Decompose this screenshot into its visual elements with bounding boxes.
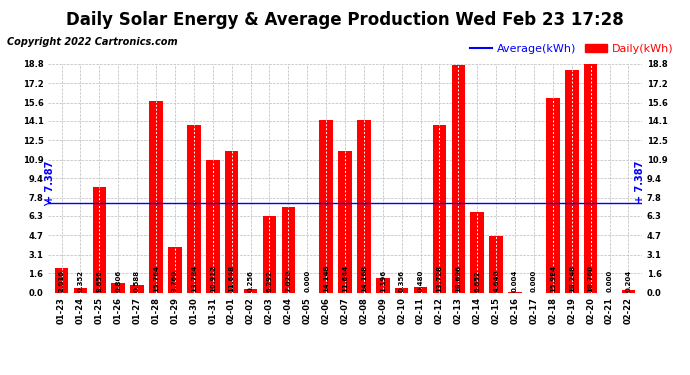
Bar	[319, 120, 333, 292]
Text: 0.352: 0.352	[77, 270, 83, 292]
Bar	[584, 64, 598, 292]
Text: 0.806: 0.806	[115, 270, 121, 292]
Text: Daily Solar Energy & Average Production Wed Feb 23 17:28: Daily Solar Energy & Average Production …	[66, 11, 624, 29]
Text: 0.256: 0.256	[248, 270, 253, 292]
Text: 7.020: 7.020	[285, 270, 291, 292]
Text: 8.656: 8.656	[97, 270, 102, 292]
Text: 0.004: 0.004	[512, 270, 518, 292]
Text: 10.912: 10.912	[210, 265, 216, 292]
Text: 0.204: 0.204	[625, 270, 631, 292]
Bar	[187, 125, 201, 292]
Text: 14.148: 14.148	[323, 264, 329, 292]
Bar	[206, 160, 219, 292]
Bar	[433, 126, 446, 292]
Text: 1.196: 1.196	[380, 270, 386, 292]
Text: 0.000: 0.000	[531, 270, 537, 292]
Bar	[130, 285, 144, 292]
Text: + 7.387: + 7.387	[635, 160, 645, 202]
Text: 13.784: 13.784	[191, 265, 197, 292]
Text: 11.644: 11.644	[342, 265, 348, 292]
Bar	[395, 288, 408, 292]
Bar	[546, 98, 560, 292]
Bar	[414, 286, 427, 292]
Bar	[149, 101, 163, 292]
Bar	[55, 268, 68, 292]
Bar	[282, 207, 295, 292]
Text: 18.248: 18.248	[569, 265, 575, 292]
Text: 6.652: 6.652	[474, 270, 480, 292]
Text: 0.000: 0.000	[304, 270, 310, 292]
Bar	[357, 120, 371, 292]
Bar	[74, 288, 87, 292]
Text: 14.168: 14.168	[361, 265, 367, 292]
Text: 0.480: 0.480	[417, 270, 424, 292]
Bar	[168, 247, 181, 292]
Text: 15.984: 15.984	[550, 265, 556, 292]
Bar	[92, 187, 106, 292]
Bar	[338, 151, 352, 292]
Text: 0.356: 0.356	[399, 270, 405, 292]
Bar	[225, 151, 239, 292]
Text: 11.648: 11.648	[228, 265, 235, 292]
Bar	[565, 70, 579, 292]
Text: 18.696: 18.696	[455, 265, 462, 292]
Bar	[376, 278, 390, 292]
Text: 6.292: 6.292	[266, 270, 273, 292]
Bar	[451, 65, 465, 292]
Text: 2.016: 2.016	[59, 270, 65, 292]
Bar	[263, 216, 276, 292]
Text: 3.760: 3.760	[172, 270, 178, 292]
Text: Copyright 2022 Cartronics.com: Copyright 2022 Cartronics.com	[7, 37, 177, 47]
Text: 18.760: 18.760	[588, 265, 593, 292]
Bar	[471, 211, 484, 292]
Text: 0.588: 0.588	[134, 270, 140, 292]
Bar	[111, 283, 125, 292]
Text: 0.000: 0.000	[607, 270, 613, 292]
Text: + 7.387: + 7.387	[45, 160, 55, 202]
Bar	[489, 236, 503, 292]
Bar	[622, 290, 635, 292]
Legend: Average(kWh), Daily(kWh): Average(kWh), Daily(kWh)	[466, 39, 678, 58]
Text: 15.764: 15.764	[153, 265, 159, 292]
Bar	[244, 290, 257, 292]
Text: 13.728: 13.728	[437, 265, 442, 292]
Text: 4.640: 4.640	[493, 270, 499, 292]
